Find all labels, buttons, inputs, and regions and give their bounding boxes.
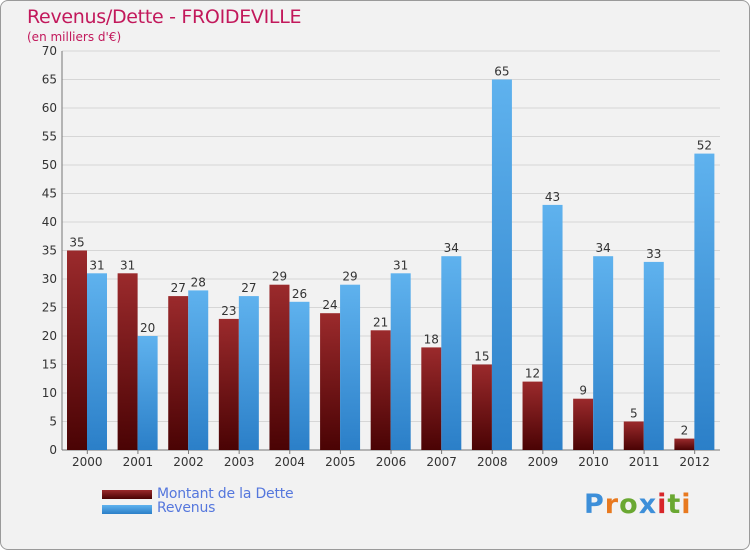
data-label-dette: 21	[373, 315, 388, 329]
data-label-dette: 12	[525, 367, 540, 381]
data-label-dette: 15	[474, 350, 489, 364]
data-label-revenus: 29	[342, 270, 357, 284]
bar-revenus	[137, 336, 158, 450]
bar-revenus	[694, 153, 715, 450]
x-tick-label: 2010	[578, 455, 609, 469]
data-label-revenus: 52	[697, 139, 712, 153]
bar-revenus	[643, 261, 664, 450]
y-tick-label: 25	[42, 301, 57, 315]
y-tick-label: 70	[42, 44, 57, 58]
y-tick-label: 10	[42, 386, 57, 400]
x-tick-label: 2008	[477, 455, 508, 469]
bar-revenus	[491, 79, 512, 450]
bar-dette	[218, 318, 239, 450]
bar-dette	[117, 273, 138, 450]
x-tick-label: 2011	[629, 455, 660, 469]
y-tick-label: 40	[42, 215, 57, 229]
x-tick-label: 2006	[376, 455, 407, 469]
data-label-revenus: 34	[596, 241, 611, 255]
x-tick-label: 2007	[426, 455, 457, 469]
data-label-dette: 31	[120, 258, 135, 272]
legend-swatch-revenus	[102, 505, 152, 514]
bar-revenus	[340, 284, 361, 450]
bar-revenus	[441, 256, 462, 450]
data-label-revenus: 43	[545, 190, 560, 204]
bar-revenus	[542, 204, 563, 450]
data-label-dette: 27	[171, 281, 186, 295]
y-tick-label: 60	[42, 101, 57, 115]
bar-dette	[269, 284, 290, 450]
x-tick-label: 2001	[123, 455, 154, 469]
logo-letter: t	[667, 489, 682, 520]
data-label-revenus: 28	[191, 275, 206, 289]
y-tick-label: 55	[42, 130, 57, 144]
legend-label-dette: Montant de la Dette	[157, 486, 294, 502]
y-tick-label: 50	[42, 158, 57, 172]
x-tick-label: 2009	[528, 455, 559, 469]
x-tick-label: 2000	[72, 455, 103, 469]
data-label-revenus: 20	[140, 321, 155, 335]
bar-dette	[573, 398, 594, 450]
bar-dette	[320, 313, 341, 450]
bar-dette	[370, 330, 391, 450]
data-label-dette: 2	[681, 424, 689, 438]
data-label-revenus: 31	[89, 258, 104, 272]
y-tick-label: 65	[42, 73, 57, 87]
data-label-revenus: 27	[241, 281, 256, 295]
data-label-dette: 9	[579, 384, 587, 398]
logo-letter: o	[619, 489, 639, 520]
data-label-revenus: 33	[646, 247, 661, 261]
chart-subtitle: (en milliers d'€)	[27, 30, 122, 44]
y-tick-label: 20	[42, 329, 57, 343]
bar-dette	[623, 421, 644, 450]
legend-label-revenus: Revenus	[157, 500, 216, 516]
data-label-revenus: 65	[494, 65, 509, 79]
bar-revenus	[390, 273, 411, 450]
data-label-dette: 18	[424, 332, 439, 346]
y-tick-label: 0	[49, 443, 57, 457]
x-tick-label: 2002	[173, 455, 204, 469]
bar-revenus	[289, 301, 310, 450]
bar-dette	[471, 364, 492, 450]
data-label-dette: 29	[272, 270, 287, 284]
logo-letter: x	[638, 489, 658, 520]
x-tick-label: 2012	[679, 455, 710, 469]
bar-dette	[674, 438, 695, 450]
x-tick-label: 2003	[224, 455, 255, 469]
y-tick-label: 35	[42, 244, 57, 258]
bar-dette	[67, 250, 87, 450]
bar-dette	[522, 381, 543, 450]
data-label-dette: 5	[630, 407, 638, 421]
x-tick-label: 2005	[325, 455, 356, 469]
data-label-dette: 35	[69, 236, 84, 250]
bar-dette	[421, 347, 442, 450]
y-tick-label: 30	[42, 272, 57, 286]
data-label-revenus: 31	[393, 258, 408, 272]
logo-letter: r	[604, 489, 620, 520]
bar-revenus	[188, 290, 209, 450]
proxiti-logo: Proxiti	[584, 489, 692, 520]
logo-letter: i	[657, 489, 668, 520]
y-tick-label: 45	[42, 187, 57, 201]
bar-revenus	[593, 256, 614, 450]
data-label-revenus: 34	[444, 241, 459, 255]
y-tick-label: 5	[49, 415, 57, 429]
data-label-dette: 23	[221, 304, 236, 318]
legend-swatch-dette	[102, 490, 152, 499]
bar-revenus	[87, 273, 107, 450]
bar-revenus	[238, 296, 259, 450]
data-label-revenus: 26	[292, 287, 307, 301]
data-label-dette: 24	[322, 298, 337, 312]
logo-letter: P	[584, 489, 605, 520]
bar-dette	[168, 296, 189, 450]
y-tick-label: 15	[42, 358, 57, 372]
x-tick-label: 2004	[274, 455, 305, 469]
logo-letter: i	[681, 489, 692, 520]
chart-title: Revenus/Dette - FROIDEVILLE	[27, 6, 302, 28]
